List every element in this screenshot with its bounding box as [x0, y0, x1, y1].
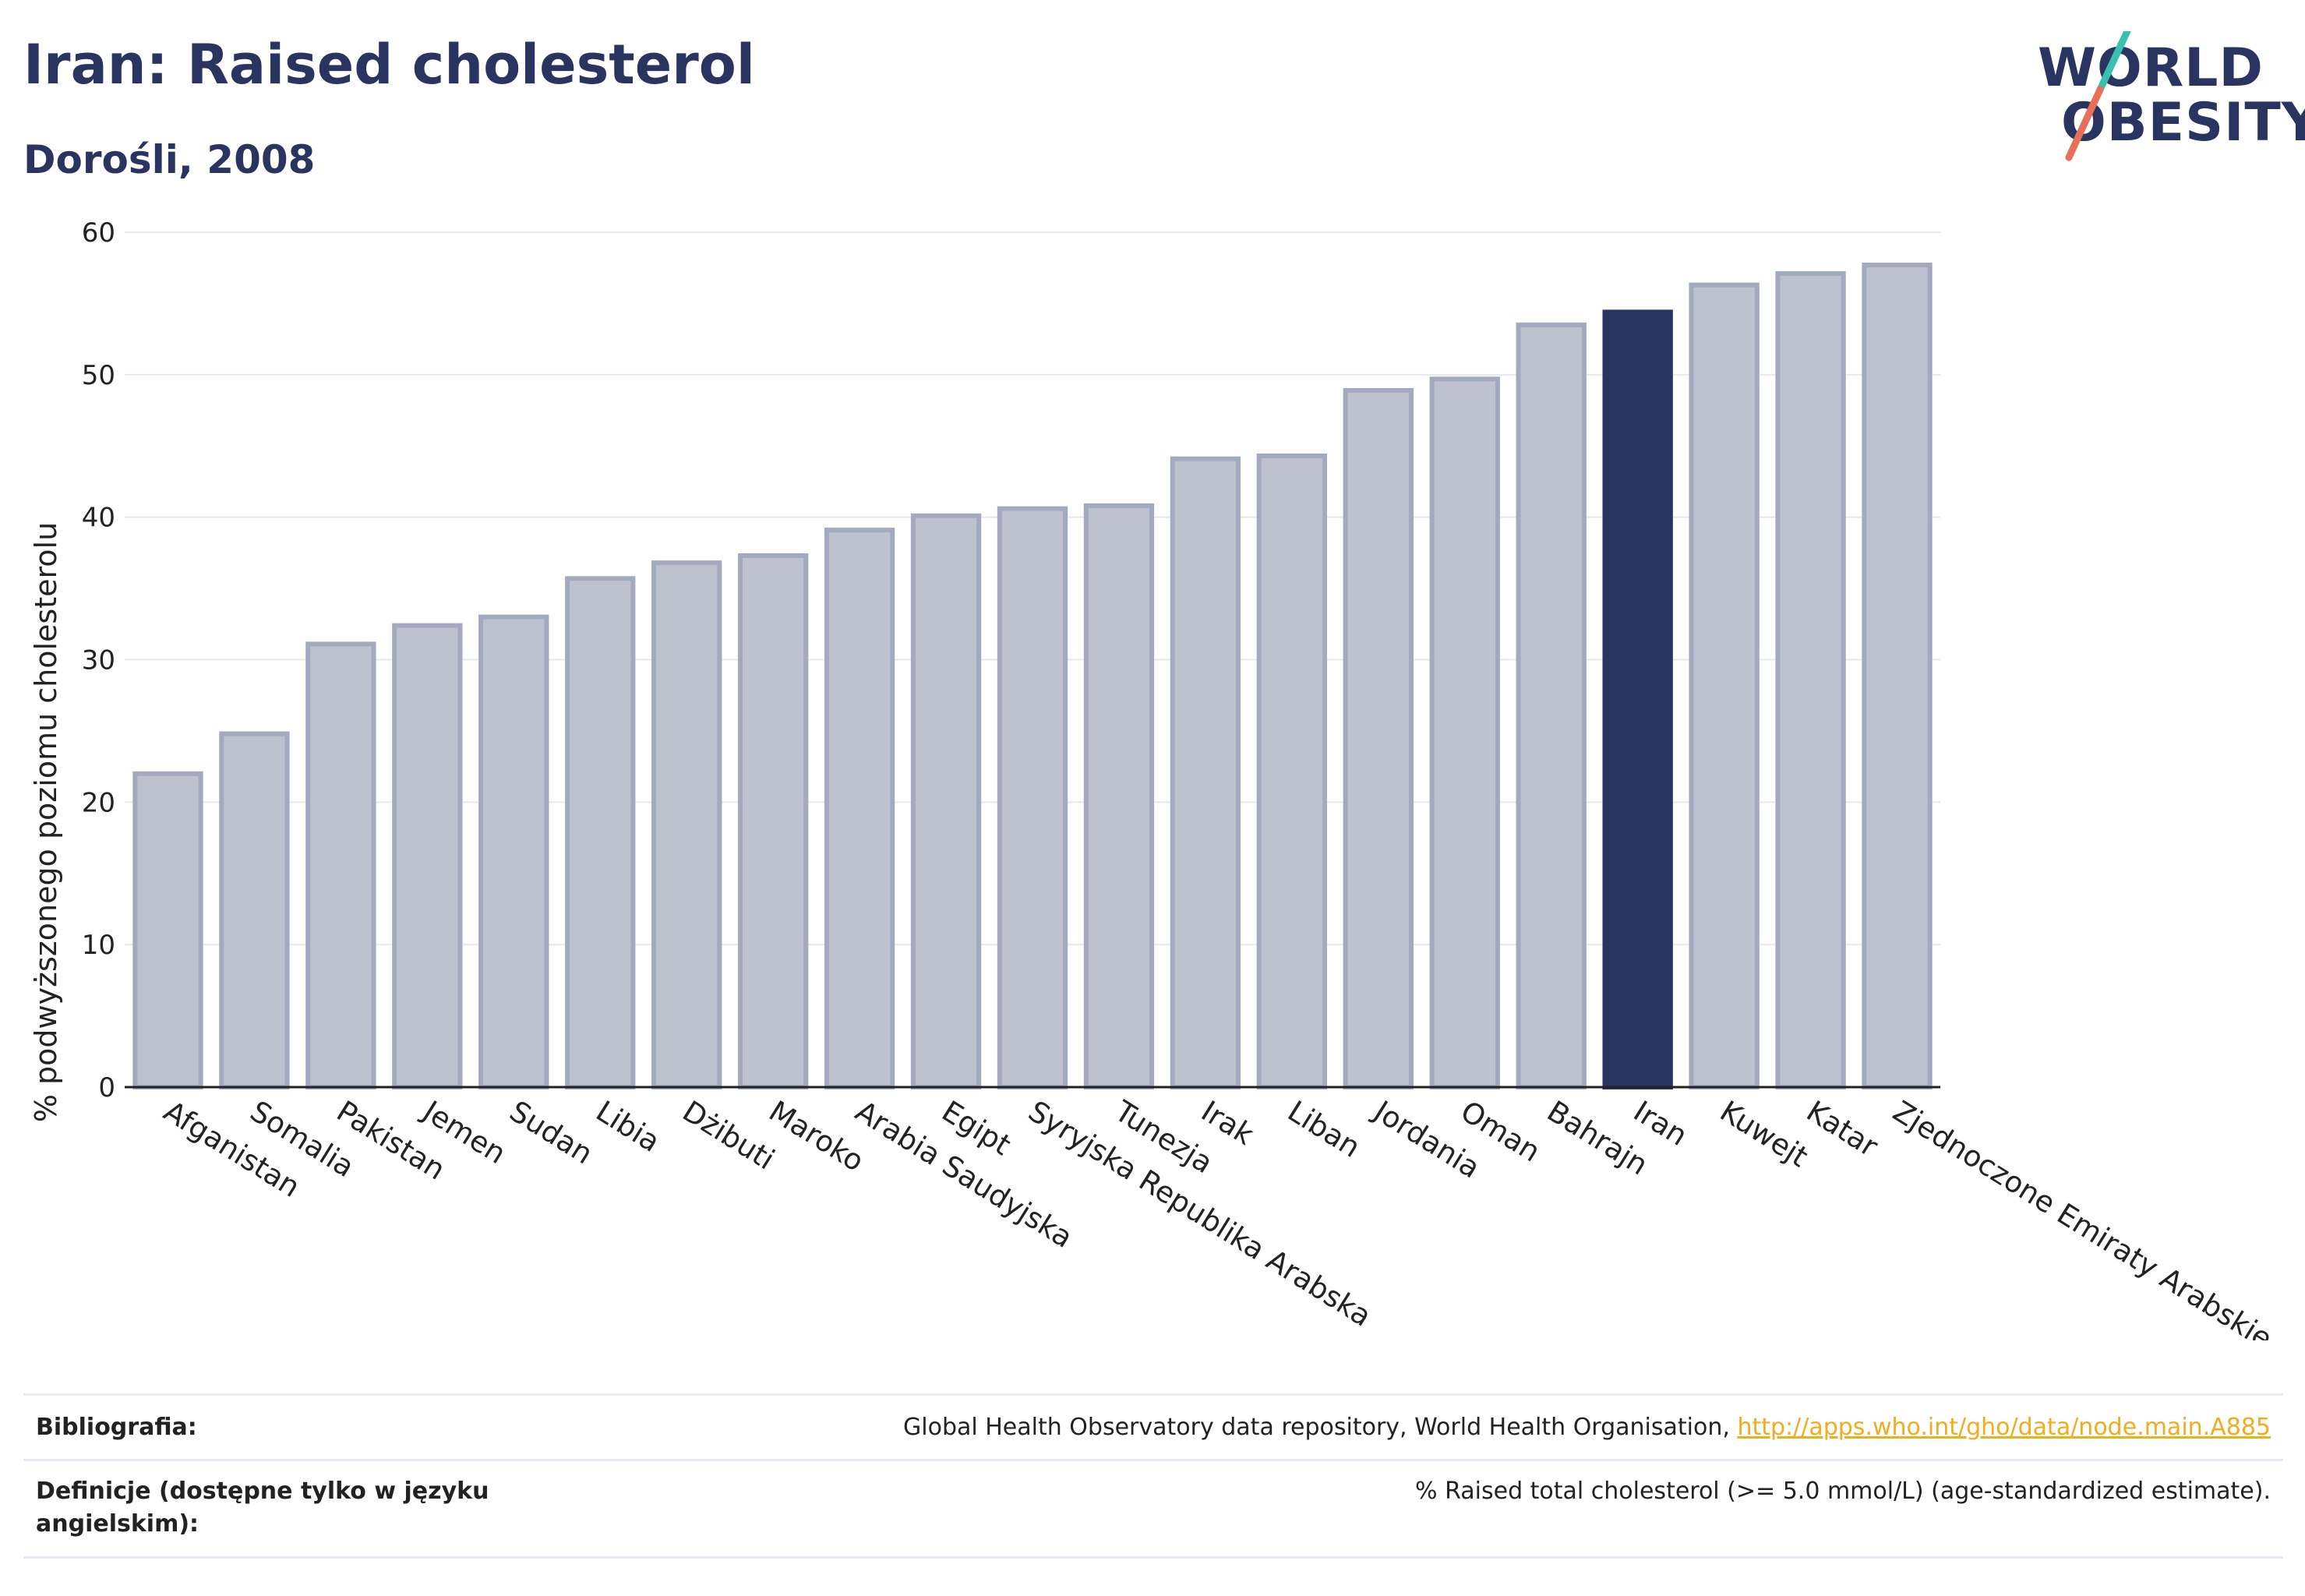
definitions-label-line1: Definicje (dostępne tylko w języku — [36, 1478, 489, 1505]
footer-row-definitions: Definicje (dostępne tylko w języku angie… — [23, 1459, 2283, 1559]
bar-liban[interactable] — [1256, 454, 1328, 1089]
footer: Bibliografia: Global Health Observatory … — [23, 1393, 2283, 1565]
bar-libia[interactable] — [565, 576, 636, 1090]
bibliography-value: Global Health Observatory data repositor… — [903, 1411, 2271, 1444]
bar-katar[interactable] — [1775, 271, 1846, 1090]
bar-oman[interactable] — [1429, 376, 1500, 1089]
definitions-label-line2: angielskim): — [36, 1510, 199, 1538]
bar-jordania[interactable] — [1343, 387, 1414, 1089]
x-tick-label: Libia — [590, 1094, 665, 1159]
bar-zjednoczone-emiraty-arabskie[interactable] — [1862, 263, 1933, 1090]
bibliography-link[interactable]: http://apps.who.int/gho/data/node.main.A… — [1737, 1414, 2271, 1441]
bar-arabia-saudyjska[interactable] — [824, 528, 895, 1090]
bibliography-label: Bibliografia: — [36, 1414, 197, 1441]
bar-somalia[interactable] — [219, 731, 290, 1089]
y-tick-label: 0 — [98, 1072, 115, 1103]
x-tick-label: Zjednoczone Emiraty Arabskie — [1887, 1094, 2279, 1340]
x-tick-label: Dżibuti — [676, 1094, 780, 1176]
bar-irak[interactable] — [1170, 456, 1241, 1089]
bar-sudan[interactable] — [478, 614, 549, 1089]
y-tick-label: 50 — [82, 360, 115, 391]
x-tick-label: Liban — [1282, 1094, 1366, 1164]
bar-syryjska-republika-arabska[interactable] — [997, 506, 1068, 1089]
logo-word-world: WORLD — [2038, 37, 2264, 99]
bars — [132, 263, 1933, 1090]
bibliography-text: Global Health Observatory data repositor… — [903, 1414, 1738, 1441]
bar-chart: 0102030405060AfganistanSomaliaPakistanJe… — [29, 217, 2279, 1340]
bar-jemen[interactable] — [392, 623, 463, 1089]
y-tick-label: 60 — [82, 217, 115, 249]
bar-maroko[interactable] — [737, 553, 809, 1089]
y-axis-title: % podwyższonego poziomu cholesterolu — [29, 522, 63, 1122]
x-tick-label: Maroko — [763, 1094, 870, 1178]
y-tick-label: 30 — [82, 645, 115, 676]
bar-pakistan[interactable] — [305, 641, 376, 1089]
bar-iran[interactable] — [1602, 309, 1673, 1090]
y-tick-label: 40 — [82, 503, 115, 534]
x-tick-label: Sudan — [504, 1094, 599, 1171]
bar-afganistan[interactable] — [132, 771, 203, 1089]
y-tick-label: 20 — [82, 787, 115, 818]
bar-egipt[interactable] — [910, 513, 982, 1090]
logo-slash-icon — [2065, 31, 2131, 161]
x-tick-label: Kuwejt — [1714, 1094, 1814, 1174]
bar-kuwejt[interactable] — [1689, 282, 1760, 1090]
page-title: Iran: Raised cholesterol — [23, 33, 755, 97]
bar-dżibuti[interactable] — [651, 560, 722, 1089]
bar-tunezja[interactable] — [1083, 503, 1155, 1090]
definitions-label: Definicje (dostępne tylko w języku angie… — [36, 1475, 489, 1541]
definitions-value: % Raised total cholesterol (>= 5.0 mmol/… — [1415, 1478, 2271, 1505]
page-subtitle: Dorośli, 2008 — [23, 137, 316, 182]
x-tick-label: Katar — [1801, 1094, 1884, 1163]
footer-row-bibliography: Bibliografia: Global Health Observatory … — [23, 1393, 2283, 1461]
world-obesity-logo[interactable]: WORLD OBESITY — [2038, 31, 2305, 171]
bar-bahrajn[interactable] — [1516, 322, 1587, 1089]
y-tick-label: 10 — [82, 930, 115, 961]
logo-word-obesity: OBESITY — [2061, 92, 2305, 154]
